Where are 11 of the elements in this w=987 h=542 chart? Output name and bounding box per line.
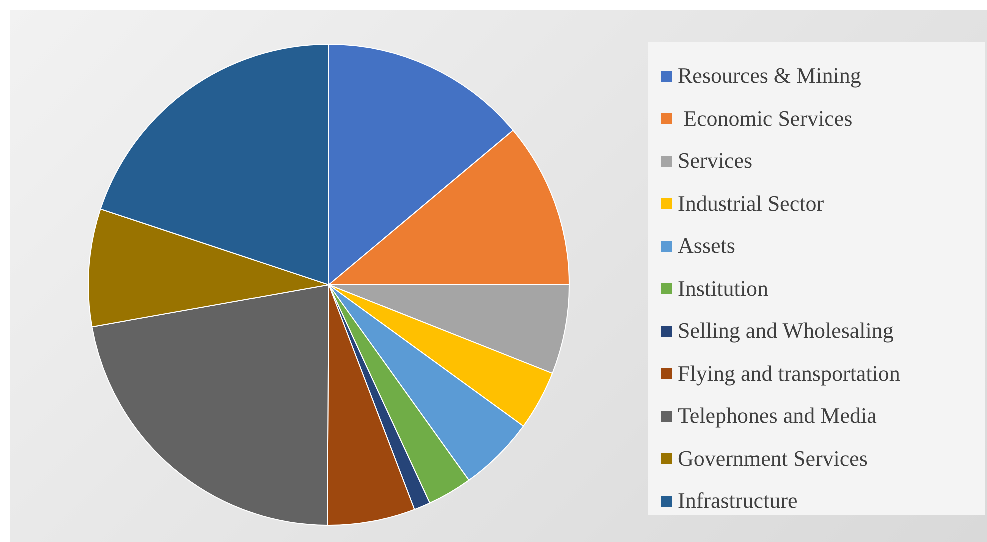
legend-label: Institution (678, 276, 768, 302)
legend-label: Services (678, 148, 753, 174)
legend-label: Resources & Mining (678, 63, 862, 90)
legend-label: Economic Services (682, 106, 853, 132)
legend-label: Government Services (678, 446, 868, 472)
legend-label: Selling and Wholesaling (678, 318, 894, 344)
legend-label: Infrastructure (678, 488, 798, 514)
legend-label: Telephones and Media (678, 403, 877, 430)
legend-label: Flying and transportation (678, 360, 900, 387)
legend-label: Industrial Sector (678, 190, 824, 217)
legend-label: Assets (678, 233, 736, 260)
